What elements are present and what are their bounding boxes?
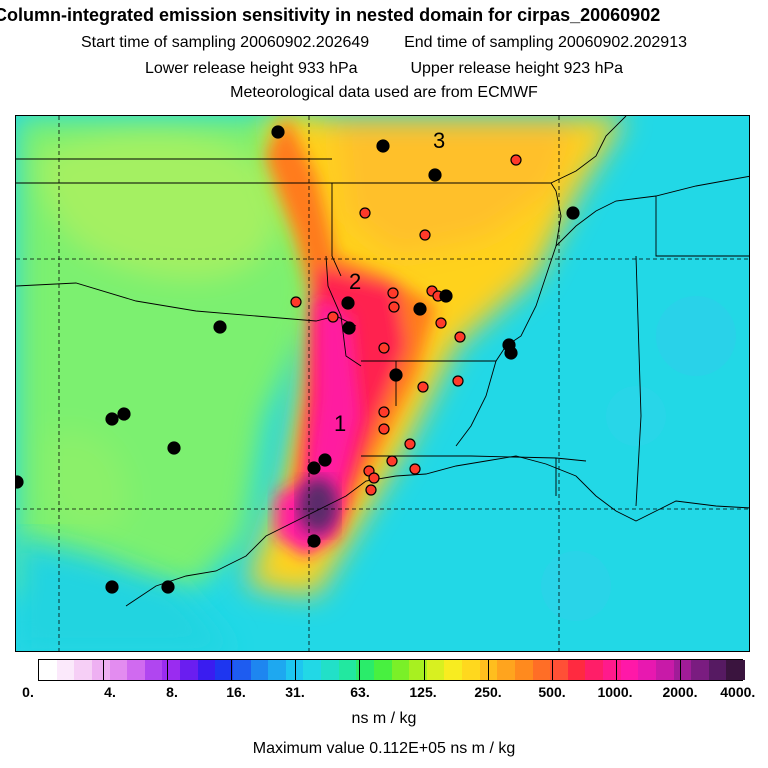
- colorbar-segment: [303, 660, 322, 680]
- colorbar-divider: [295, 660, 297, 680]
- colorbar-segment: [567, 660, 586, 680]
- colorbar-segment: [56, 660, 75, 680]
- colorbar-segment: [585, 660, 604, 680]
- colorbar-segment: [409, 660, 428, 680]
- colorbar-segment: [444, 660, 463, 680]
- colorbar-segment: [426, 660, 445, 680]
- colorbar-tick-label: 125.: [409, 684, 437, 700]
- colorbar-tick-label: 16.: [226, 684, 246, 700]
- colorbar-tick-label: 1000.: [597, 684, 633, 700]
- colorbar-segment: [691, 660, 710, 680]
- colorbar-segment: [603, 660, 622, 680]
- colorbar-tick-label: 31.: [285, 684, 305, 700]
- colorbar-segment: [673, 660, 692, 680]
- colorbar-tick-label: 2000.: [662, 684, 698, 700]
- colorbar-segment: [620, 660, 639, 680]
- colorbar: [38, 659, 745, 681]
- land-green-field: [16, 116, 336, 596]
- colorbar-segment: [39, 660, 58, 680]
- colorbar-segment: [479, 660, 498, 680]
- ocean-southwest: [16, 536, 235, 651]
- colorbar-segment: [497, 660, 516, 680]
- sampling-start: Start time of sampling 20060902.202649: [81, 34, 370, 51]
- sensitivity-map: 1 2 3: [15, 115, 750, 652]
- colorbar-segment: [391, 660, 410, 680]
- colorbar-segment: [462, 660, 481, 680]
- colorbar-divider: [167, 660, 169, 680]
- colorbar-segment: [321, 660, 340, 680]
- colorbar-divider: [551, 660, 553, 680]
- colorbar-tick-label: 4000.: [720, 684, 756, 700]
- colorbar-segment: [726, 660, 745, 680]
- colorbar-divider: [487, 660, 489, 680]
- colorbar-segment: [232, 660, 251, 680]
- colorbar-unit: ns m / kg: [351, 710, 417, 727]
- colorbar-segment: [144, 660, 163, 680]
- colorbar-tick-label: 0.: [22, 684, 34, 700]
- colorbar-segment: [708, 660, 727, 680]
- colorbar-segment: [268, 660, 287, 680]
- colorbar-divider: [615, 660, 617, 680]
- colorbar-segment: [638, 660, 657, 680]
- colorbar-tick-label: 8.: [166, 684, 178, 700]
- colorbar-tick-label: 500.: [538, 684, 566, 700]
- colorbar-tick-label: 4.: [104, 684, 116, 700]
- colorbar-segment: [356, 660, 375, 680]
- colorbar-divider: [231, 660, 233, 680]
- colorbar-divider: [679, 660, 681, 680]
- colorbar-divider: [359, 660, 361, 680]
- colorbar-segment: [91, 660, 110, 680]
- colorbar-tick-label: 63.: [350, 684, 370, 700]
- colorbar-segment: [197, 660, 216, 680]
- map-title: Column-integrated emission sensitivity i…: [0, 5, 661, 25]
- colorbar-segment: [180, 660, 199, 680]
- colorbar-segment: [532, 660, 551, 680]
- colorbar-segment: [127, 660, 146, 680]
- sampling-times: Start time of sampling 20060902.202649 E…: [0, 34, 768, 52]
- release-upper: Upper release height 923 hPa: [410, 60, 624, 77]
- lat-lon-grid: [16, 116, 749, 651]
- colorbar-segment: [250, 660, 269, 680]
- colorbar-tick-label: 250.: [474, 684, 502, 700]
- colorbar-segment: [373, 660, 392, 680]
- colorbar-segment: [514, 660, 533, 680]
- colorbar-segment: [338, 660, 357, 680]
- colorbar-divider: [423, 660, 425, 680]
- colorbar-divider: [103, 660, 105, 680]
- plume-maximum: [298, 478, 338, 534]
- ocean-texture: [541, 296, 736, 621]
- colorbar-segment: [655, 660, 674, 680]
- colorbar-segment: [285, 660, 304, 680]
- region-label-1: 1: [334, 411, 346, 436]
- met-source: Meteorological data used are from ECMWF: [230, 84, 538, 101]
- max-value: Maximum value 0.112E+05 ns m / kg: [252, 740, 516, 757]
- release-heights: Lower release height 933 hPa Upper relea…: [0, 60, 768, 78]
- colorbar-segment: [74, 660, 93, 680]
- colorbar-segment: [550, 660, 569, 680]
- receptor-sites: [16, 125, 580, 594]
- sampling-end: End time of sampling 20060902.202913: [404, 34, 687, 51]
- colorbar-segment: [109, 660, 128, 680]
- region-label-2: 2: [349, 269, 361, 294]
- release-lower: Lower release height 933 hPa: [144, 60, 358, 77]
- region-label-3: 3: [433, 128, 445, 153]
- colorbar-segment: [215, 660, 234, 680]
- colorbar-ticks: 0. 4. 8. 16. 31. 63. 125. 250. 500. 1000. 2000. 400…: [0, 684, 768, 704]
- colorbar-segment: [162, 660, 181, 680]
